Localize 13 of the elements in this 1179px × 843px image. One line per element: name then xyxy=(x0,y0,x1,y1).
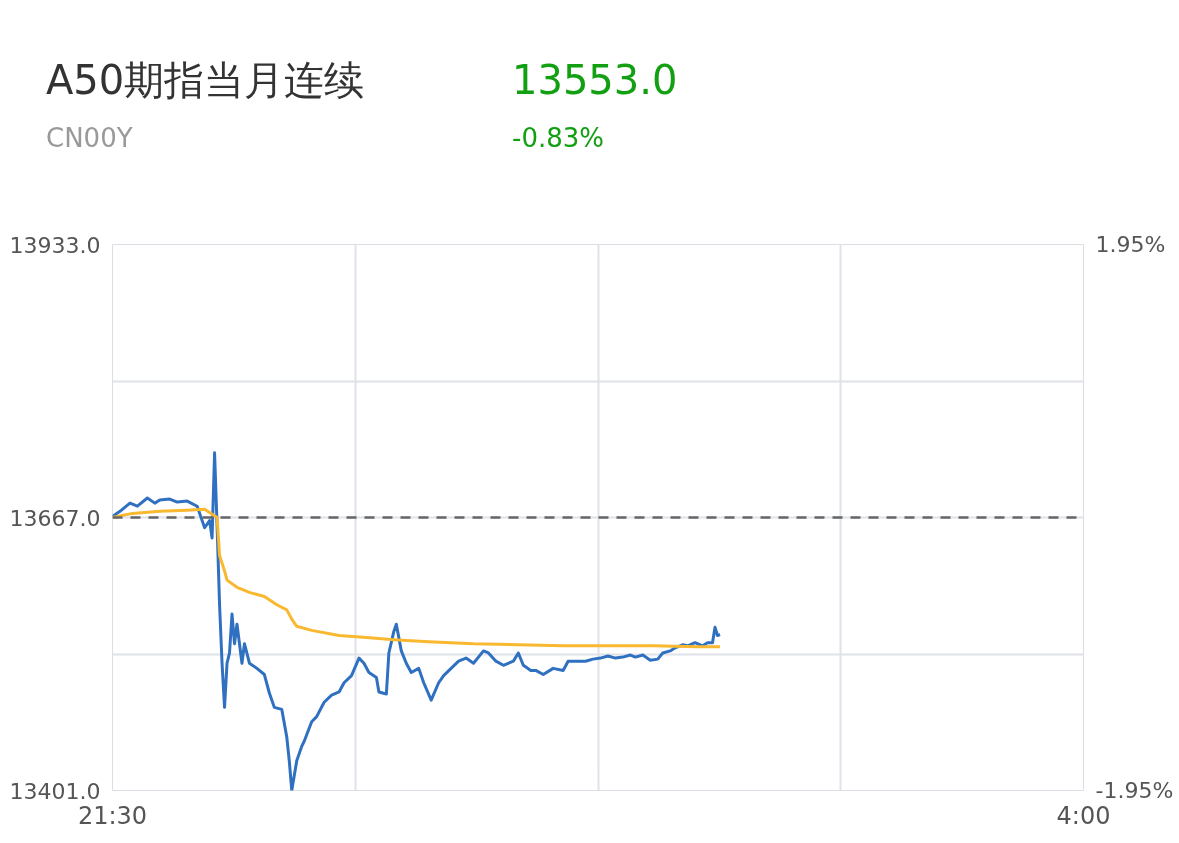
x-tick-label: 4:00 xyxy=(1056,801,1111,830)
y2-tick-label: -1.95% xyxy=(1095,778,1174,803)
y2-tick-label: 1.95% xyxy=(1095,232,1166,257)
y-tick-label: 13667.0 xyxy=(9,505,101,531)
y-tick-label: 13933.0 xyxy=(9,232,101,258)
text: 13553.0 xyxy=(512,56,678,105)
text: -0.83% xyxy=(512,122,604,155)
chart-subtitle: CN00Y xyxy=(46,122,133,155)
line-series xyxy=(112,507,722,649)
x-tick-label: 21:30 xyxy=(77,801,148,830)
chart-title: A50期指当月连续 xyxy=(46,56,365,105)
line-series xyxy=(112,451,722,791)
y-tick-label: 13401.0 xyxy=(9,778,101,804)
